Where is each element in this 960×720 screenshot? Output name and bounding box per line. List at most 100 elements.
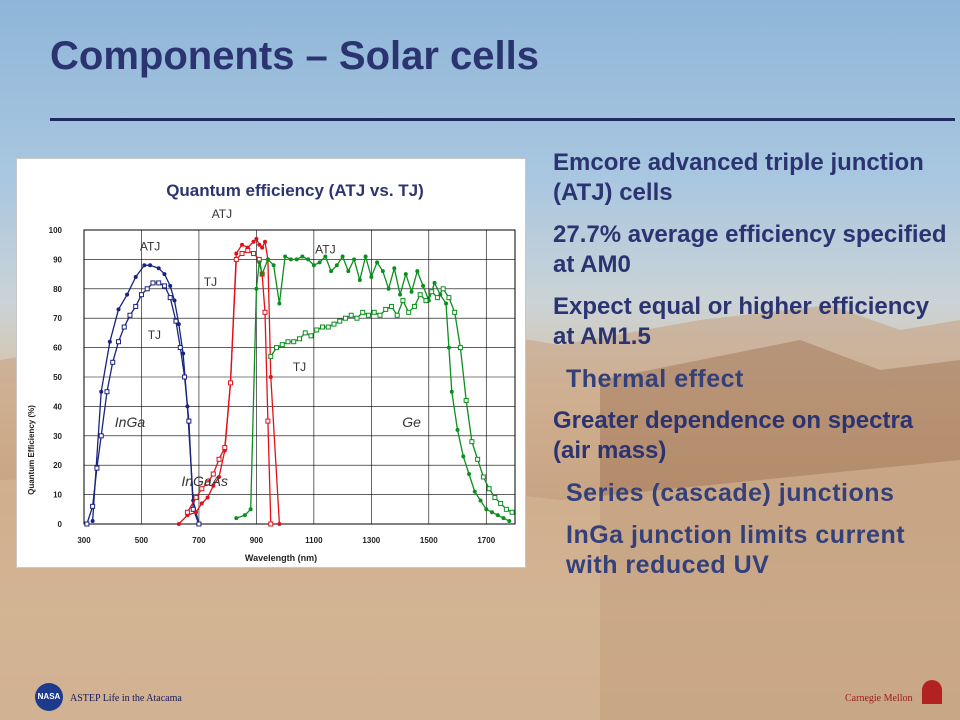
data-point [423, 298, 429, 304]
data-point [492, 495, 498, 501]
data-point [472, 489, 477, 494]
data-point [308, 333, 314, 339]
data-point [168, 283, 173, 288]
data-point [177, 345, 183, 351]
data-point [354, 315, 360, 321]
data-point [228, 380, 234, 386]
data-point [90, 519, 95, 524]
data-point [406, 309, 412, 315]
data-point [211, 483, 216, 488]
data-point [365, 312, 371, 318]
x-tick-label: 1300 [362, 536, 380, 545]
data-point [190, 506, 196, 512]
chart-title: Quantum efficiency (ATJ vs. TJ) [166, 181, 424, 200]
data-point [182, 374, 188, 380]
chart-annotation: ATJ [315, 243, 335, 257]
data-point [199, 501, 204, 506]
data-point [357, 277, 362, 282]
data-point [144, 286, 150, 292]
x-tick-label: 500 [135, 536, 149, 545]
data-point [415, 269, 420, 274]
data-point [377, 312, 383, 318]
bullet-item: Greater dependence on spectra (air mass) [553, 407, 914, 464]
bullet-item: Expect equal or higher efficiency at AM1… [553, 293, 930, 350]
data-point [311, 263, 316, 268]
x-tick-label: 900 [250, 536, 264, 545]
data-point [239, 251, 245, 257]
y-tick-label: 0 [58, 520, 63, 529]
data-point [490, 510, 495, 515]
data-point [463, 398, 469, 404]
data-point [210, 471, 216, 477]
series-line [86, 282, 200, 525]
data-point [251, 251, 257, 257]
data-point [432, 280, 437, 285]
data-point [509, 509, 515, 515]
data-point [337, 318, 343, 324]
data-point [457, 345, 463, 351]
data-point [162, 272, 167, 277]
x-tick-label: 1700 [477, 536, 495, 545]
data-point [440, 286, 446, 292]
data-point [84, 521, 90, 527]
data-point [181, 351, 186, 356]
data-point [363, 254, 368, 259]
data-point [99, 389, 104, 394]
data-point [254, 286, 259, 291]
data-point [446, 345, 451, 350]
y-tick-label: 20 [53, 461, 62, 470]
data-point [186, 418, 192, 424]
data-point [503, 506, 509, 512]
footer-left-text: ASTEP Life in the Atacama [70, 693, 182, 704]
y-tick-label: 10 [53, 491, 62, 500]
data-point [90, 503, 96, 509]
y-tick-label: 80 [53, 285, 62, 294]
data-point [115, 339, 121, 345]
data-point [127, 312, 133, 318]
x-tick-label: 1500 [420, 536, 438, 545]
data-point [480, 474, 486, 480]
data-point [148, 263, 153, 268]
data-point [251, 239, 256, 244]
data-point [184, 509, 190, 515]
data-point [138, 292, 144, 298]
data-point [297, 336, 302, 342]
data-point [268, 375, 273, 379]
data-point [421, 283, 426, 288]
y-axis-label: Quantum Efficiency (%) [27, 405, 36, 495]
data-point [369, 275, 374, 280]
data-point [263, 239, 268, 244]
data-point [167, 295, 173, 301]
data-point [467, 472, 472, 477]
data-point [360, 309, 366, 315]
data-point [260, 245, 265, 250]
data-point [222, 445, 228, 451]
data-point [156, 266, 161, 271]
data-point [449, 389, 454, 394]
data-point [288, 257, 293, 262]
data-point [323, 254, 328, 259]
data-point [495, 513, 500, 518]
data-point [400, 298, 406, 304]
nasa-logo-icon: NASA [35, 683, 63, 711]
chart-container: Quantum efficiency (ATJ vs. TJ) Waveleng… [16, 158, 526, 568]
data-point [248, 507, 253, 512]
data-point [205, 495, 210, 500]
data-point [176, 522, 181, 526]
chart-annotation: TJ [293, 360, 306, 374]
bullet-item: Emcore advanced triple junction (ATJ) ce… [553, 149, 924, 206]
data-point [173, 318, 179, 324]
y-tick-label: 90 [53, 255, 62, 264]
data-point [94, 465, 100, 471]
data-point [142, 263, 147, 268]
data-point [156, 280, 162, 286]
chart-annotation: Ge [402, 414, 421, 430]
data-point [116, 307, 121, 312]
data-point [150, 280, 156, 286]
series-line [236, 253, 510, 522]
data-point [257, 242, 262, 247]
data-point [486, 486, 492, 492]
data-point [234, 251, 239, 256]
data-point [257, 260, 262, 265]
data-point [409, 289, 414, 294]
